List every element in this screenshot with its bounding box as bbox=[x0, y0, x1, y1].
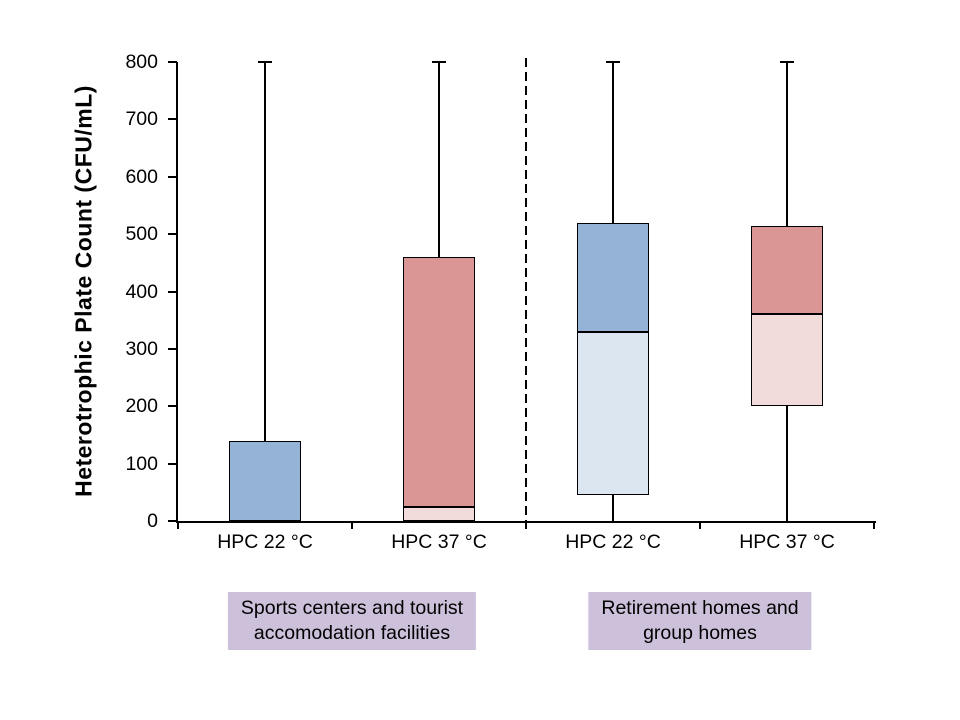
y-axis-tick bbox=[168, 347, 177, 350]
group-label-line: accomodation facilities bbox=[253, 622, 451, 644]
y-axis-tick bbox=[168, 61, 177, 63]
group-label-line: group homes bbox=[643, 622, 757, 644]
whisker-upper bbox=[612, 62, 614, 223]
y-axis-tick-label: 0 bbox=[147, 510, 158, 532]
group-label-line: Retirement homes and bbox=[601, 597, 799, 619]
box-lower-segment bbox=[403, 506, 475, 521]
y-axis-tick-label: 300 bbox=[125, 337, 158, 360]
x-axis-tick bbox=[873, 521, 875, 529]
category-label: HPC 22 °C bbox=[565, 531, 661, 553]
y-axis-tick-label: 700 bbox=[125, 108, 158, 131]
x-axis-tick bbox=[699, 521, 701, 529]
group-label-line: Sports centers and tourist bbox=[240, 597, 464, 619]
group-label: Retirement homes and group homes bbox=[588, 592, 812, 650]
y-axis-tick bbox=[168, 233, 177, 236]
box-upper-segment bbox=[229, 440, 301, 521]
category-label: HPC 37 °C bbox=[391, 531, 487, 553]
group-label: Sports centers and tourist accomodation f… bbox=[227, 592, 477, 650]
y-axis-tick-label: 400 bbox=[125, 280, 158, 303]
box-lower-segment bbox=[577, 331, 649, 496]
whisker-cap bbox=[606, 61, 620, 63]
x-axis-tick bbox=[177, 521, 179, 529]
category-label: HPC 22 °C bbox=[217, 531, 313, 553]
x-axis-tick bbox=[351, 521, 353, 529]
y-axis-tick-label: 100 bbox=[125, 452, 158, 475]
category-label: HPC 37 °C bbox=[739, 531, 835, 553]
y-axis-line bbox=[176, 62, 178, 523]
y-axis-tick bbox=[168, 290, 177, 293]
y-axis-tick-label: 600 bbox=[125, 165, 158, 188]
group-separator-line bbox=[525, 58, 527, 521]
whisker-upper bbox=[438, 62, 440, 258]
y-axis-tick bbox=[168, 118, 177, 121]
box-lower-segment bbox=[751, 314, 823, 407]
y-axis-tick-label: 500 bbox=[125, 223, 158, 246]
box-upper-segment bbox=[403, 257, 475, 507]
whisker-lower bbox=[612, 495, 614, 521]
box-upper-segment bbox=[751, 225, 823, 315]
whisker-upper bbox=[786, 62, 788, 226]
whisker-cap bbox=[432, 61, 446, 63]
y-axis-tick-label: 800 bbox=[125, 51, 158, 73]
whisker-cap bbox=[780, 61, 794, 63]
x-axis-tick bbox=[525, 521, 527, 529]
y-axis-tick-label: 200 bbox=[125, 395, 158, 418]
y-axis-tick bbox=[168, 520, 177, 522]
whisker-cap bbox=[258, 61, 272, 63]
y-axis-tick bbox=[168, 405, 177, 408]
whisker-lower bbox=[786, 406, 788, 521]
whisker-upper bbox=[264, 62, 266, 441]
y-axis-tick bbox=[168, 175, 177, 178]
y-axis-tick bbox=[168, 462, 177, 465]
box-upper-segment bbox=[577, 222, 649, 332]
